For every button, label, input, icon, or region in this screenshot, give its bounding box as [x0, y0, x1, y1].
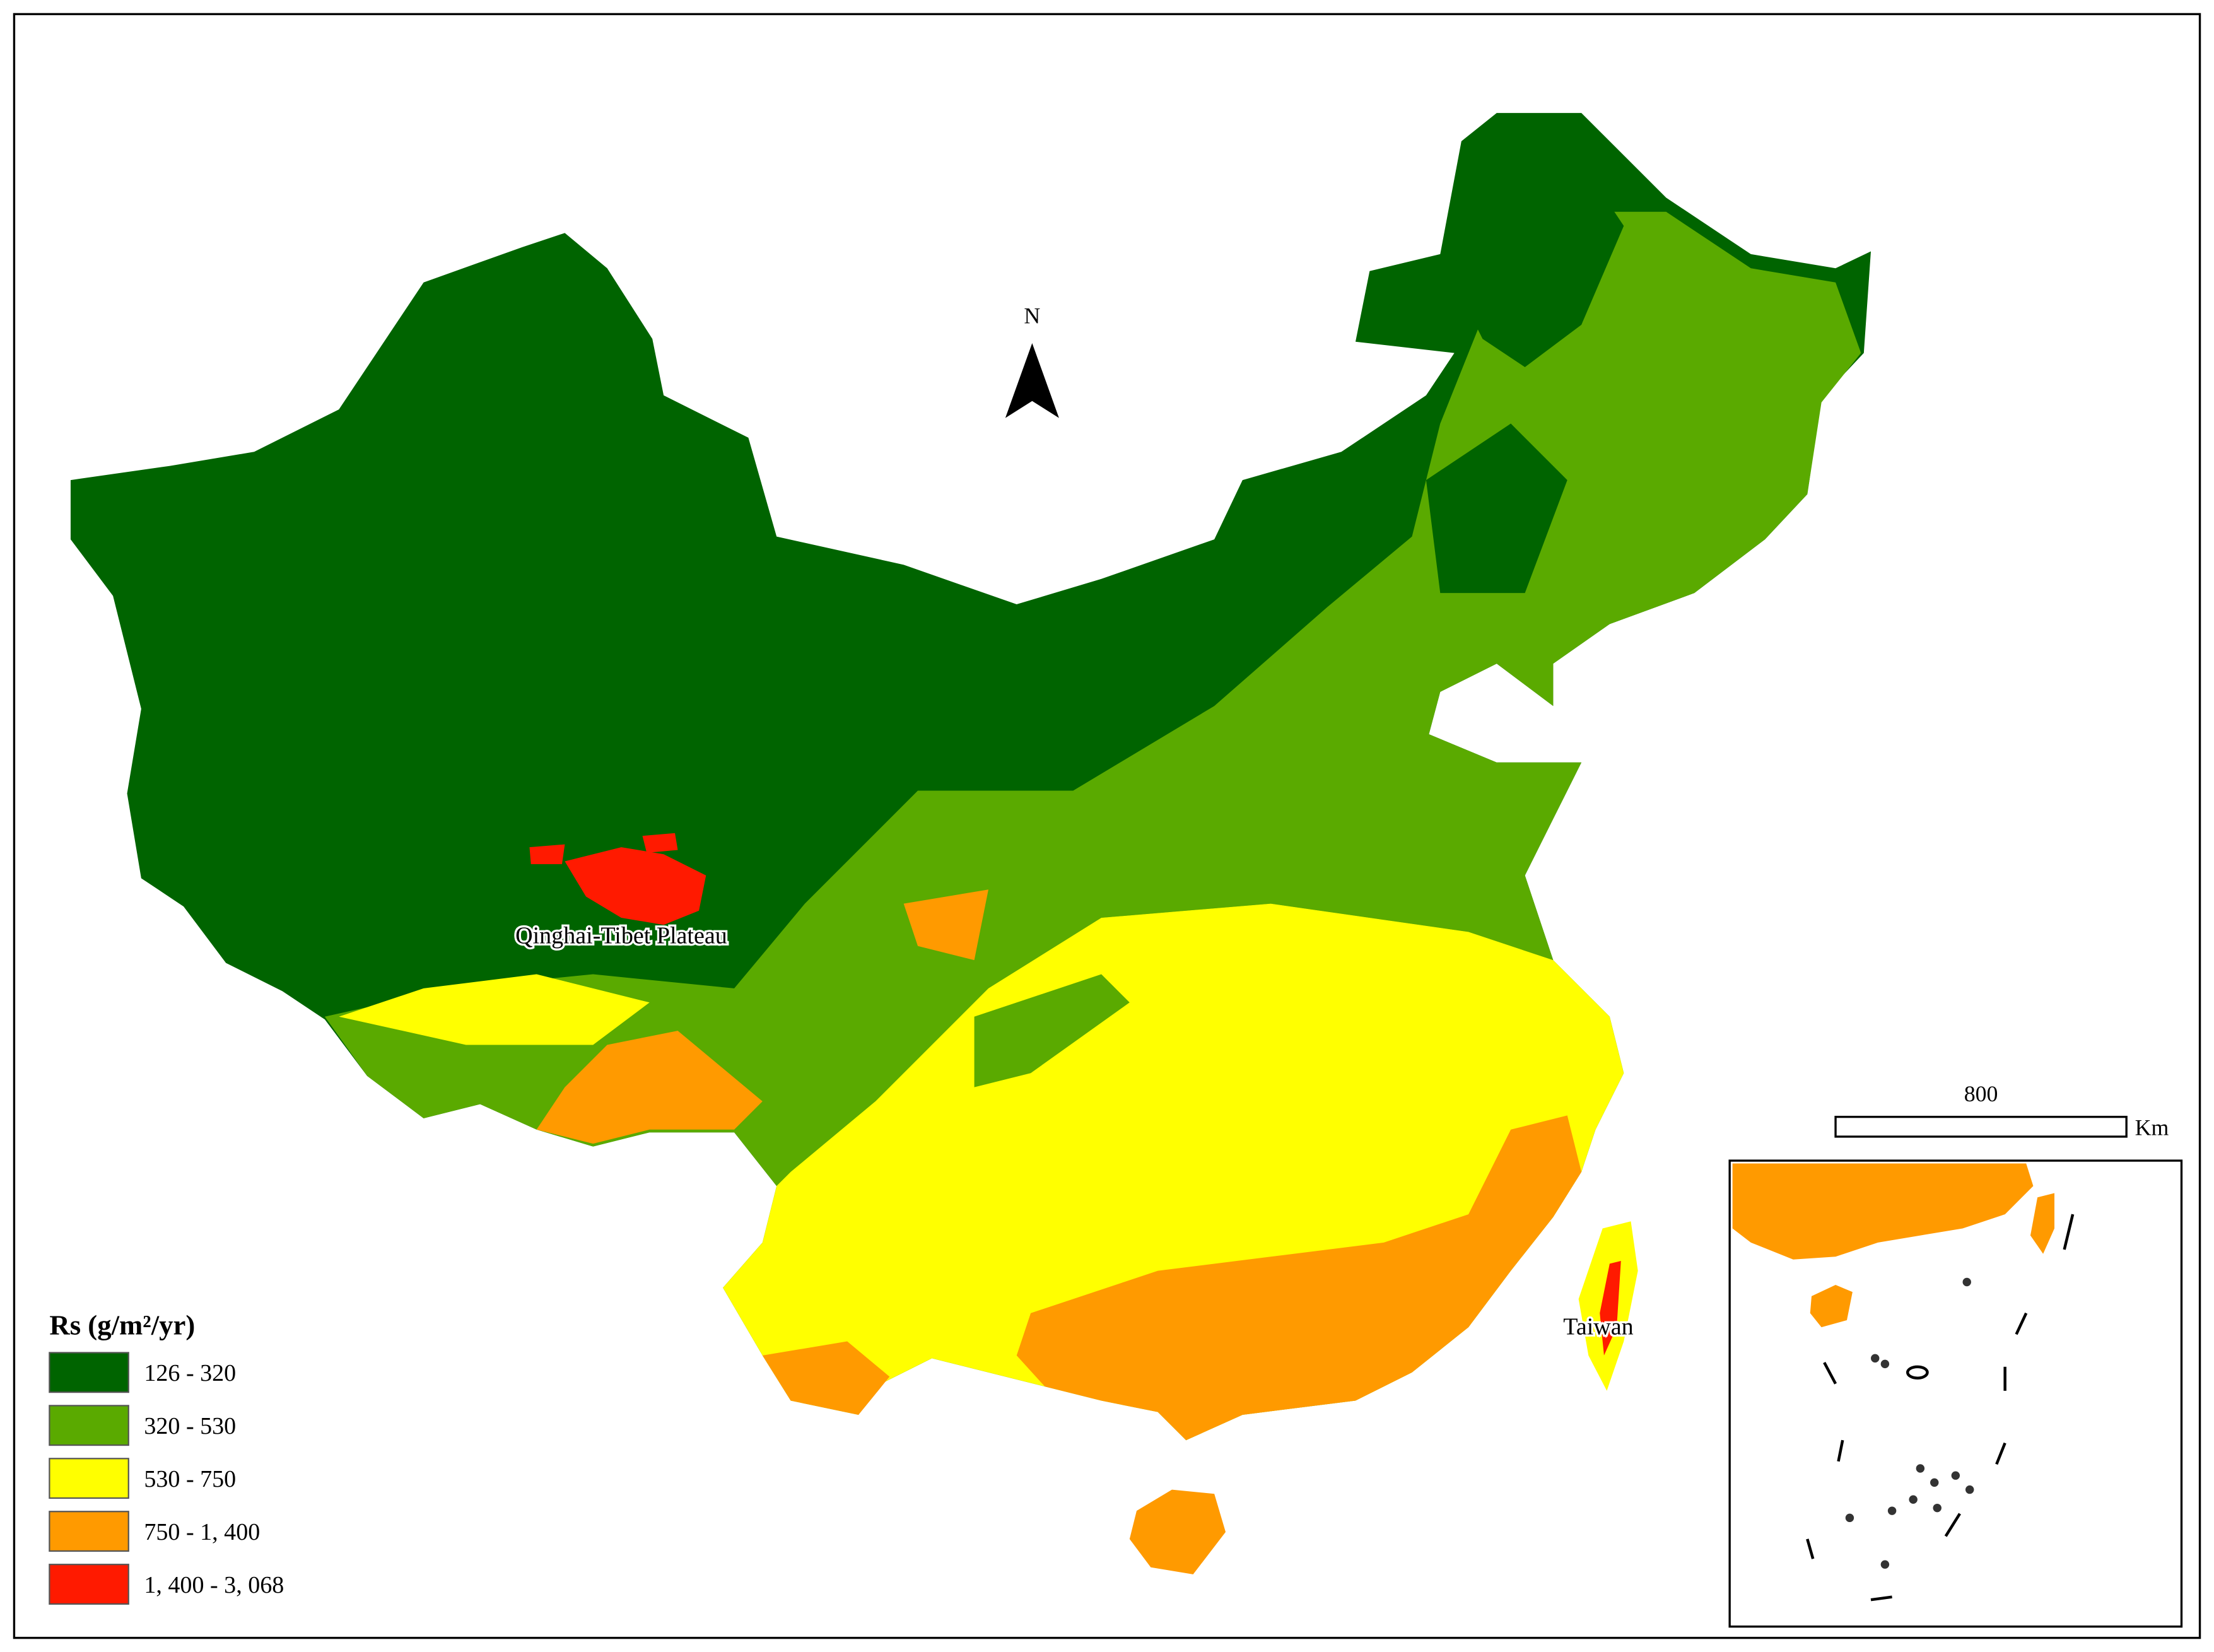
legend-swatch [49, 1352, 129, 1393]
legend-swatch [49, 1458, 129, 1499]
legend-swatch [49, 1405, 129, 1446]
legend-label: 320 - 530 [144, 1413, 236, 1439]
plateau-patch [529, 844, 565, 864]
legend-label: 126 - 320 [144, 1360, 236, 1386]
legend-title: Rs (g/m²/yr) [49, 1309, 195, 1340]
region-low [1426, 423, 1567, 594]
inset-islands [1806, 1214, 2075, 1602]
inset-mainland [1732, 1163, 2034, 1260]
north-arrow [1005, 343, 1059, 418]
inset-hainan [1810, 1285, 1853, 1328]
scale-distance: 800 [1964, 1081, 1998, 1106]
plateau-patch [565, 847, 706, 925]
north-label: N [1024, 303, 1040, 329]
region-high [339, 974, 650, 1045]
region-very-high [762, 1341, 890, 1415]
inset-taiwan [2030, 1193, 2055, 1254]
region-low [1454, 141, 1624, 367]
plateau-label: Qinghai-Tibet Plateau [515, 922, 727, 949]
hainan [1129, 1489, 1226, 1574]
region-very-high [1016, 1115, 1582, 1441]
region-very-high [536, 1031, 763, 1144]
scale-bar [1834, 1115, 2128, 1138]
taiwan-label: Taiwan [1563, 1313, 1633, 1340]
legend-label: 530 - 750 [144, 1466, 236, 1492]
region-very-high [903, 889, 988, 961]
legend-swatch [49, 1511, 129, 1552]
plateau-patch [642, 833, 678, 853]
legend-label: 750 - 1, 400 [144, 1519, 260, 1545]
legend: Rs (g/m²/yr) 126 - 320 320 - 530 530 - 750… [49, 1309, 284, 1605]
taiwan-peak [1600, 1260, 1621, 1356]
legend-label: 1, 400 - 3, 068 [144, 1572, 284, 1598]
legend-swatch [49, 1564, 129, 1605]
region-mid [974, 974, 1130, 1087]
inset-dots [1845, 1277, 1974, 1569]
scale-unit: Km [2135, 1115, 2169, 1140]
